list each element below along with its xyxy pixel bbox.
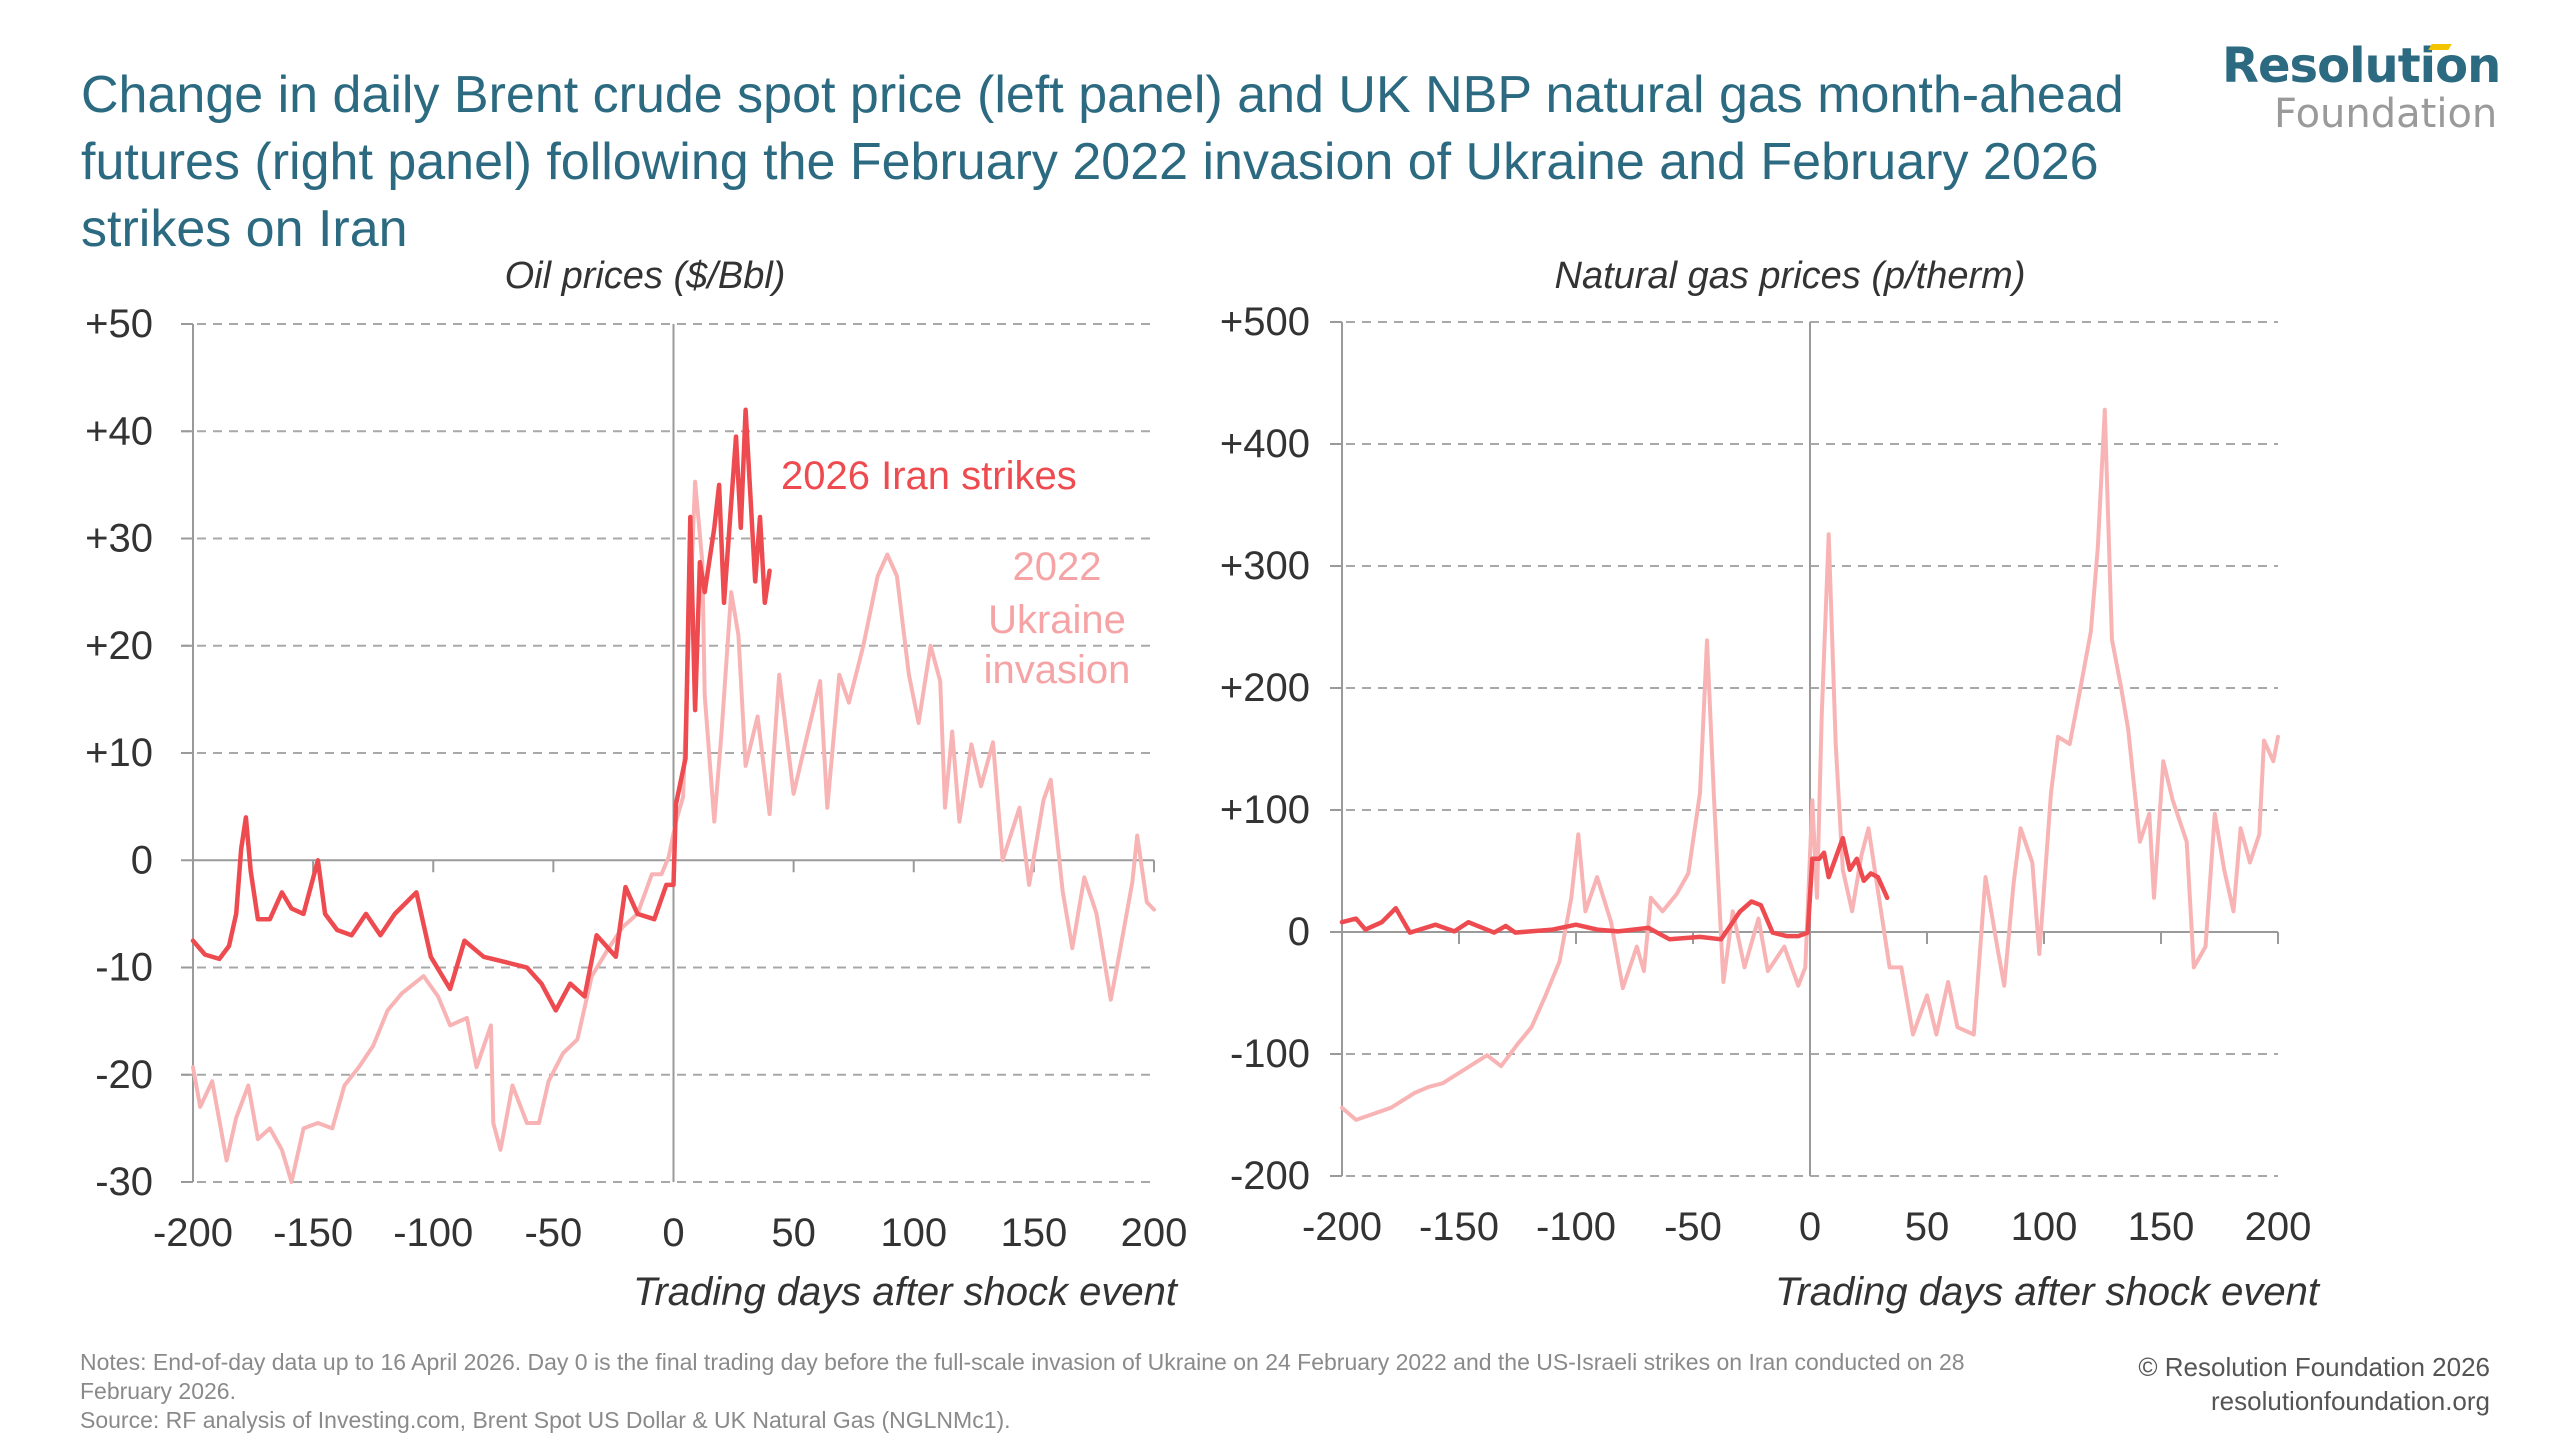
logo-text-resolution: Resolution — [2222, 38, 2501, 94]
y-tick-label: -10 — [95, 946, 153, 990]
y-tick-label: +100 — [1220, 788, 1310, 832]
x-tick-label: -50 — [524, 1211, 582, 1255]
y-tick-label: +20 — [85, 624, 153, 668]
series-line-2026-iran-strikes — [1339, 835, 1890, 942]
series-line-2022-ukraine-invasion — [191, 479, 1156, 1184]
footer-notes: Notes: End-of-day data up to 16 April 20… — [80, 1348, 2060, 1435]
oil-gridlines — [181, 323, 1154, 1183]
oil-x-axis-title: Trading days after shock event — [633, 1270, 1179, 1314]
series-line-2022-ukraine-invasion — [1340, 407, 2280, 1122]
footer-credits: © Resolution Foundation 2026 resolutionf… — [2138, 1350, 2490, 1418]
notes-text: Notes: End-of-day data up to 16 April 20… — [80, 1349, 1965, 1404]
x-tick-label: 100 — [880, 1211, 947, 1255]
x-tick-label: 0 — [662, 1211, 684, 1255]
oil-series-lines — [190, 407, 1156, 1184]
source-text: Source: RF analysis of Investing.com, Br… — [80, 1407, 1011, 1433]
gas-y-tick-labels: +500 +400 +300 +200 +100 0 -100 -200 — [1220, 300, 1310, 1198]
y-tick-label: +400 — [1220, 422, 1310, 466]
x-tick-label: 50 — [771, 1211, 816, 1255]
x-tick-label: 200 — [1121, 1211, 1188, 1255]
y-tick-label: +40 — [85, 409, 153, 453]
oil-x-tick-labels: -200 -150 -100 -50 0 50 100 150 200 — [153, 1211, 1187, 1255]
y-tick-label: +500 — [1220, 300, 1310, 344]
legend-label-2022-line3: invasion — [984, 648, 1131, 692]
x-tick-label: 150 — [2128, 1205, 2195, 1249]
x-tick-label: 0 — [1799, 1205, 1821, 1249]
x-tick-label: -150 — [1419, 1205, 1499, 1249]
y-tick-label: +10 — [85, 731, 153, 775]
x-tick-label: -100 — [393, 1211, 473, 1255]
gas-price-panel: Natural gas prices (p/therm) +500 +400 +30… — [1220, 255, 2321, 1314]
legend-label-2022-line1: 2022 — [1013, 545, 1102, 589]
oil-price-panel: Oil prices ($/Bbl) +50 +40 +30 +20 +10 0 -10 -2… — [85, 255, 1187, 1314]
series-line-2026-iran-strikes — [190, 407, 772, 1013]
resolution-foundation-logo: Resolution Foundation — [2222, 40, 2522, 136]
y-tick-label: +50 — [85, 302, 153, 346]
gas-x-tick-labels: -200 -150 -100 -50 0 50 100 150 200 — [1302, 1205, 2311, 1249]
gas-series-lines — [1339, 407, 2280, 1122]
oil-y-tick-labels: +50 +40 +30 +20 +10 0 -10 -20 -30 — [85, 302, 153, 1204]
y-tick-label: 0 — [1288, 910, 1310, 954]
legend-label-2022-line2: Ukraine — [988, 598, 1126, 642]
y-tick-label: +30 — [85, 517, 153, 561]
x-tick-label: 200 — [2245, 1205, 2312, 1249]
chart-title: Change in daily Brent crude spot price (… — [81, 66, 2124, 258]
x-tick-label: 150 — [1001, 1211, 1068, 1255]
x-tick-label: -50 — [1664, 1205, 1722, 1249]
y-tick-label: -20 — [95, 1053, 153, 1097]
x-tick-label: -100 — [1536, 1205, 1616, 1249]
logo-text-foundation: Foundation — [2274, 91, 2498, 137]
y-tick-label: -100 — [1230, 1032, 1310, 1076]
x-tick-label: -200 — [1302, 1205, 1382, 1249]
legend-label-2026-iran-strikes: 2026 Iran strikes — [781, 454, 1077, 498]
gas-x-axis-title: Trading days after shock event — [1775, 1270, 2321, 1314]
x-tick-label: -150 — [273, 1211, 353, 1255]
gas-axes — [1330, 321, 2279, 1177]
y-tick-label: +200 — [1220, 666, 1310, 710]
y-tick-label: 0 — [131, 838, 153, 882]
y-tick-label: +300 — [1220, 544, 1310, 588]
x-tick-label: 50 — [1905, 1205, 1950, 1249]
y-tick-label: -200 — [1230, 1154, 1310, 1198]
copyright-text: © Resolution Foundation 2026 — [2138, 1352, 2490, 1382]
x-tick-label: 100 — [2011, 1205, 2078, 1249]
oil-axes — [181, 323, 1155, 1183]
gas-gridlines — [1330, 321, 2278, 1177]
gas-panel-title: Natural gas prices (p/therm) — [1555, 255, 2026, 297]
x-tick-label: -200 — [153, 1211, 233, 1255]
oil-panel-title: Oil prices ($/Bbl) — [505, 255, 786, 297]
y-tick-label: -30 — [95, 1160, 153, 1204]
logo-wordmark-top: Resolution — [2222, 40, 2522, 92]
website-link[interactable]: resolutionfoundation.org — [2211, 1386, 2490, 1416]
